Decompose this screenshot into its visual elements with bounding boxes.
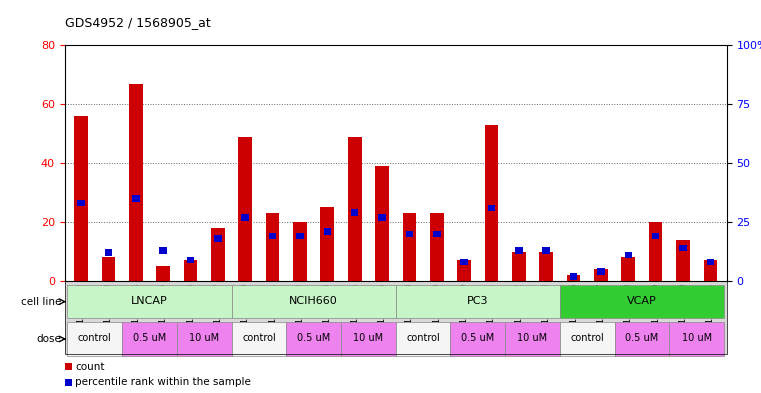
Bar bbox=[430, 213, 444, 281]
Bar bbox=[488, 205, 495, 211]
Bar bbox=[597, 268, 605, 275]
Text: 0.5 uM: 0.5 uM bbox=[461, 333, 495, 343]
Bar bbox=[102, 257, 116, 281]
Bar bbox=[560, 322, 615, 356]
Bar bbox=[543, 247, 550, 253]
Bar bbox=[515, 247, 523, 253]
Bar bbox=[186, 257, 194, 263]
Bar bbox=[396, 322, 451, 356]
Bar bbox=[348, 136, 361, 281]
Text: 10 uM: 10 uM bbox=[189, 333, 219, 343]
Text: GDS4952 / 1568905_at: GDS4952 / 1568905_at bbox=[65, 16, 211, 29]
Bar bbox=[351, 209, 358, 216]
Bar bbox=[156, 266, 170, 281]
Text: 10 uM: 10 uM bbox=[517, 333, 548, 343]
Bar bbox=[269, 233, 276, 239]
Bar bbox=[594, 269, 608, 281]
Bar bbox=[540, 252, 553, 281]
Bar bbox=[132, 195, 139, 202]
Text: dose: dose bbox=[36, 334, 61, 344]
Bar bbox=[341, 322, 396, 356]
Bar bbox=[706, 259, 714, 265]
Bar bbox=[68, 322, 122, 356]
Bar bbox=[378, 214, 386, 220]
Bar bbox=[703, 260, 717, 281]
Text: 0.5 uM: 0.5 uM bbox=[626, 333, 658, 343]
Bar bbox=[65, 363, 72, 370]
Bar bbox=[320, 207, 334, 281]
Text: 0.5 uM: 0.5 uM bbox=[297, 333, 330, 343]
Bar bbox=[567, 275, 581, 281]
Text: 10 uM: 10 uM bbox=[353, 333, 384, 343]
Text: control: control bbox=[570, 333, 604, 343]
Text: LNCAP: LNCAP bbox=[131, 296, 168, 306]
Bar bbox=[159, 247, 167, 253]
Bar bbox=[238, 136, 252, 281]
Text: percentile rank within the sample: percentile rank within the sample bbox=[75, 377, 251, 387]
Bar bbox=[560, 285, 724, 318]
Bar bbox=[122, 322, 177, 356]
Bar bbox=[457, 260, 471, 281]
Bar bbox=[670, 322, 724, 356]
Bar bbox=[129, 83, 142, 281]
Bar bbox=[622, 257, 635, 281]
Bar bbox=[323, 228, 331, 235]
Bar bbox=[570, 273, 578, 279]
Bar bbox=[406, 231, 413, 237]
Bar bbox=[403, 213, 416, 281]
Bar bbox=[433, 231, 441, 237]
Text: 10 uM: 10 uM bbox=[682, 333, 712, 343]
Bar bbox=[485, 125, 498, 281]
Bar bbox=[649, 222, 663, 281]
Text: count: count bbox=[75, 362, 105, 372]
Bar bbox=[231, 285, 396, 318]
Text: control: control bbox=[78, 333, 112, 343]
Bar bbox=[625, 252, 632, 258]
Bar bbox=[241, 214, 249, 220]
Bar bbox=[286, 322, 341, 356]
Bar bbox=[396, 285, 560, 318]
Bar bbox=[460, 259, 468, 265]
Text: control: control bbox=[406, 333, 440, 343]
Bar bbox=[211, 228, 224, 281]
Bar bbox=[183, 260, 197, 281]
Bar bbox=[652, 233, 659, 239]
Bar bbox=[451, 322, 505, 356]
Bar bbox=[375, 166, 389, 281]
Text: control: control bbox=[242, 333, 275, 343]
Bar bbox=[177, 322, 231, 356]
Text: PC3: PC3 bbox=[467, 296, 489, 306]
Bar bbox=[266, 213, 279, 281]
Text: NCIH660: NCIH660 bbox=[289, 296, 338, 306]
Bar bbox=[65, 379, 72, 386]
Bar bbox=[505, 322, 560, 356]
Text: 0.5 uM: 0.5 uM bbox=[133, 333, 166, 343]
Bar bbox=[676, 240, 689, 281]
Bar bbox=[214, 235, 221, 242]
Bar bbox=[293, 222, 307, 281]
Bar bbox=[231, 322, 286, 356]
Text: cell line: cell line bbox=[21, 297, 61, 307]
Bar bbox=[296, 233, 304, 239]
Bar bbox=[615, 322, 670, 356]
Bar bbox=[105, 250, 112, 256]
Bar bbox=[75, 116, 88, 281]
Bar bbox=[68, 285, 231, 318]
Bar bbox=[680, 245, 686, 251]
Bar bbox=[512, 252, 526, 281]
Bar bbox=[78, 200, 85, 206]
Text: VCAP: VCAP bbox=[627, 296, 657, 306]
